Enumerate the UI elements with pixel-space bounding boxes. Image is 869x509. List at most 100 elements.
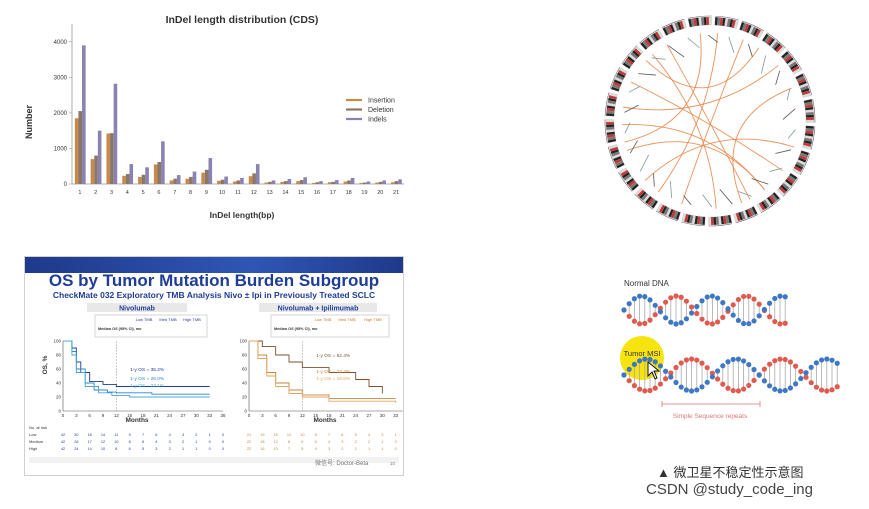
chart-title: InDel length distribution (CDS) (166, 14, 319, 26)
nucleotide-red (647, 387, 653, 394)
right-panel-label-bg (259, 303, 377, 312)
chromosome-outline (708, 223, 733, 227)
risk-number: 1 (182, 447, 184, 451)
circos-tick (751, 178, 769, 185)
risk-number: 6 (301, 440, 303, 444)
tumor-dna-helix (621, 356, 840, 394)
risk-number: 4 (169, 433, 171, 437)
bar-indels (334, 180, 339, 184)
nucleotide-red (699, 316, 705, 322)
bar-deletion (204, 169, 209, 184)
risk-number: 1 (395, 433, 397, 437)
bar-indels (145, 167, 149, 184)
chromosome-outline (661, 18, 685, 28)
risk-number: 14 (101, 433, 105, 437)
risk-number: 42 (61, 447, 65, 451)
circos-link (623, 65, 779, 111)
bar-indels (224, 176, 228, 184)
circos-link (652, 54, 717, 209)
risk-number: 3 (328, 447, 330, 451)
bar-deletion (157, 161, 162, 184)
circos-tick (747, 43, 753, 57)
bar-deletion (94, 155, 98, 184)
km-right-x-label: Months (313, 417, 336, 424)
km-left-x-label: Months (125, 417, 148, 424)
bar-indels (366, 181, 371, 184)
x-tick-label: 1 (78, 190, 81, 196)
nucleotide-blue (673, 379, 679, 386)
chromosome-outline (735, 214, 759, 224)
nucleotide-blue (689, 388, 695, 394)
bar-insertion (185, 178, 190, 184)
risk-number: 17 (88, 440, 92, 444)
x-tick-label: 4 (126, 190, 129, 196)
chromosome-band (605, 121, 615, 125)
risk-number: 22 (247, 440, 251, 444)
nucleotide-red (824, 388, 830, 394)
left-col-med: Med TMB (159, 317, 177, 322)
circos-tick (728, 36, 735, 54)
chromosome-band (805, 114, 815, 118)
left-row-label: Median OS (95% CI), mo (98, 327, 142, 331)
nucleotide-red (746, 382, 752, 389)
nucleotide-blue (647, 297, 653, 303)
bar-deletion (110, 133, 114, 184)
nucleotide-blue (683, 316, 689, 322)
nucleotide-blue (730, 356, 736, 363)
nucleotide-red (678, 294, 684, 300)
nucleotide-blue (824, 356, 830, 362)
chromosome-band (656, 30, 664, 39)
x-tick-label: 21 (393, 190, 399, 196)
km-x-tick: 15 (313, 413, 319, 418)
nucleotide-red (668, 370, 674, 376)
nucleotide-blue (647, 356, 653, 363)
circos-tick (651, 57, 666, 60)
left-col-low: Low TMB (136, 317, 153, 322)
nucleotide-blue (803, 370, 809, 376)
risk-number: 1 (381, 447, 383, 451)
risk-number: 10 (114, 440, 118, 444)
y-axis-label: Number (24, 105, 34, 140)
bar-deletion (283, 181, 288, 184)
bar-indels (97, 130, 102, 184)
chromosome-outline (604, 119, 608, 144)
chromosome-band (802, 92, 811, 98)
nucleotide-blue (756, 372, 762, 378)
risk-number: 3 (341, 440, 343, 444)
slide-header-bar (25, 257, 403, 273)
nucleotide-red (637, 321, 643, 327)
chromosome-band (757, 30, 764, 39)
nucleotide-red (777, 321, 783, 327)
nucleotide-red (751, 296, 757, 302)
chromosome-band (802, 144, 811, 150)
nucleotide-blue (704, 294, 710, 300)
nucleotide-blue (642, 294, 648, 300)
right-panel-label: Nivolumab + Ipilimumab (278, 306, 359, 313)
chromosome-band (777, 46, 785, 55)
risk-number: 22 (247, 447, 251, 451)
nucleotide-red (808, 380, 814, 386)
nucleotide-red (741, 386, 747, 392)
normal-dna-label: Normal DNA (624, 279, 670, 288)
chromosome-band (609, 92, 618, 98)
bar-deletion (173, 178, 177, 184)
os-tmb-slide: OS by Tumor Mutation Burden Subgroup Che… (24, 256, 404, 476)
risk-number: 7 (288, 447, 290, 451)
nucleotide-blue (678, 384, 684, 390)
km-curve (249, 340, 383, 394)
circos-tick (769, 167, 782, 172)
risk-number: 1 (368, 447, 370, 451)
nucleotide-blue (631, 296, 637, 302)
x-tick-label: 15 (298, 190, 304, 196)
chromosome-band (776, 188, 785, 196)
circos-tick (787, 129, 796, 139)
bar-insertion (296, 181, 300, 184)
chromosome-outline (618, 171, 633, 192)
x-tick-label: 7 (173, 190, 176, 196)
risk-number: 2 (195, 433, 197, 437)
bar-indels (240, 177, 244, 184)
bar-indels (382, 180, 387, 184)
km-y-tick: 100 (239, 339, 247, 344)
risk-number: 4 (315, 447, 317, 451)
nucleotide-blue (767, 383, 773, 389)
